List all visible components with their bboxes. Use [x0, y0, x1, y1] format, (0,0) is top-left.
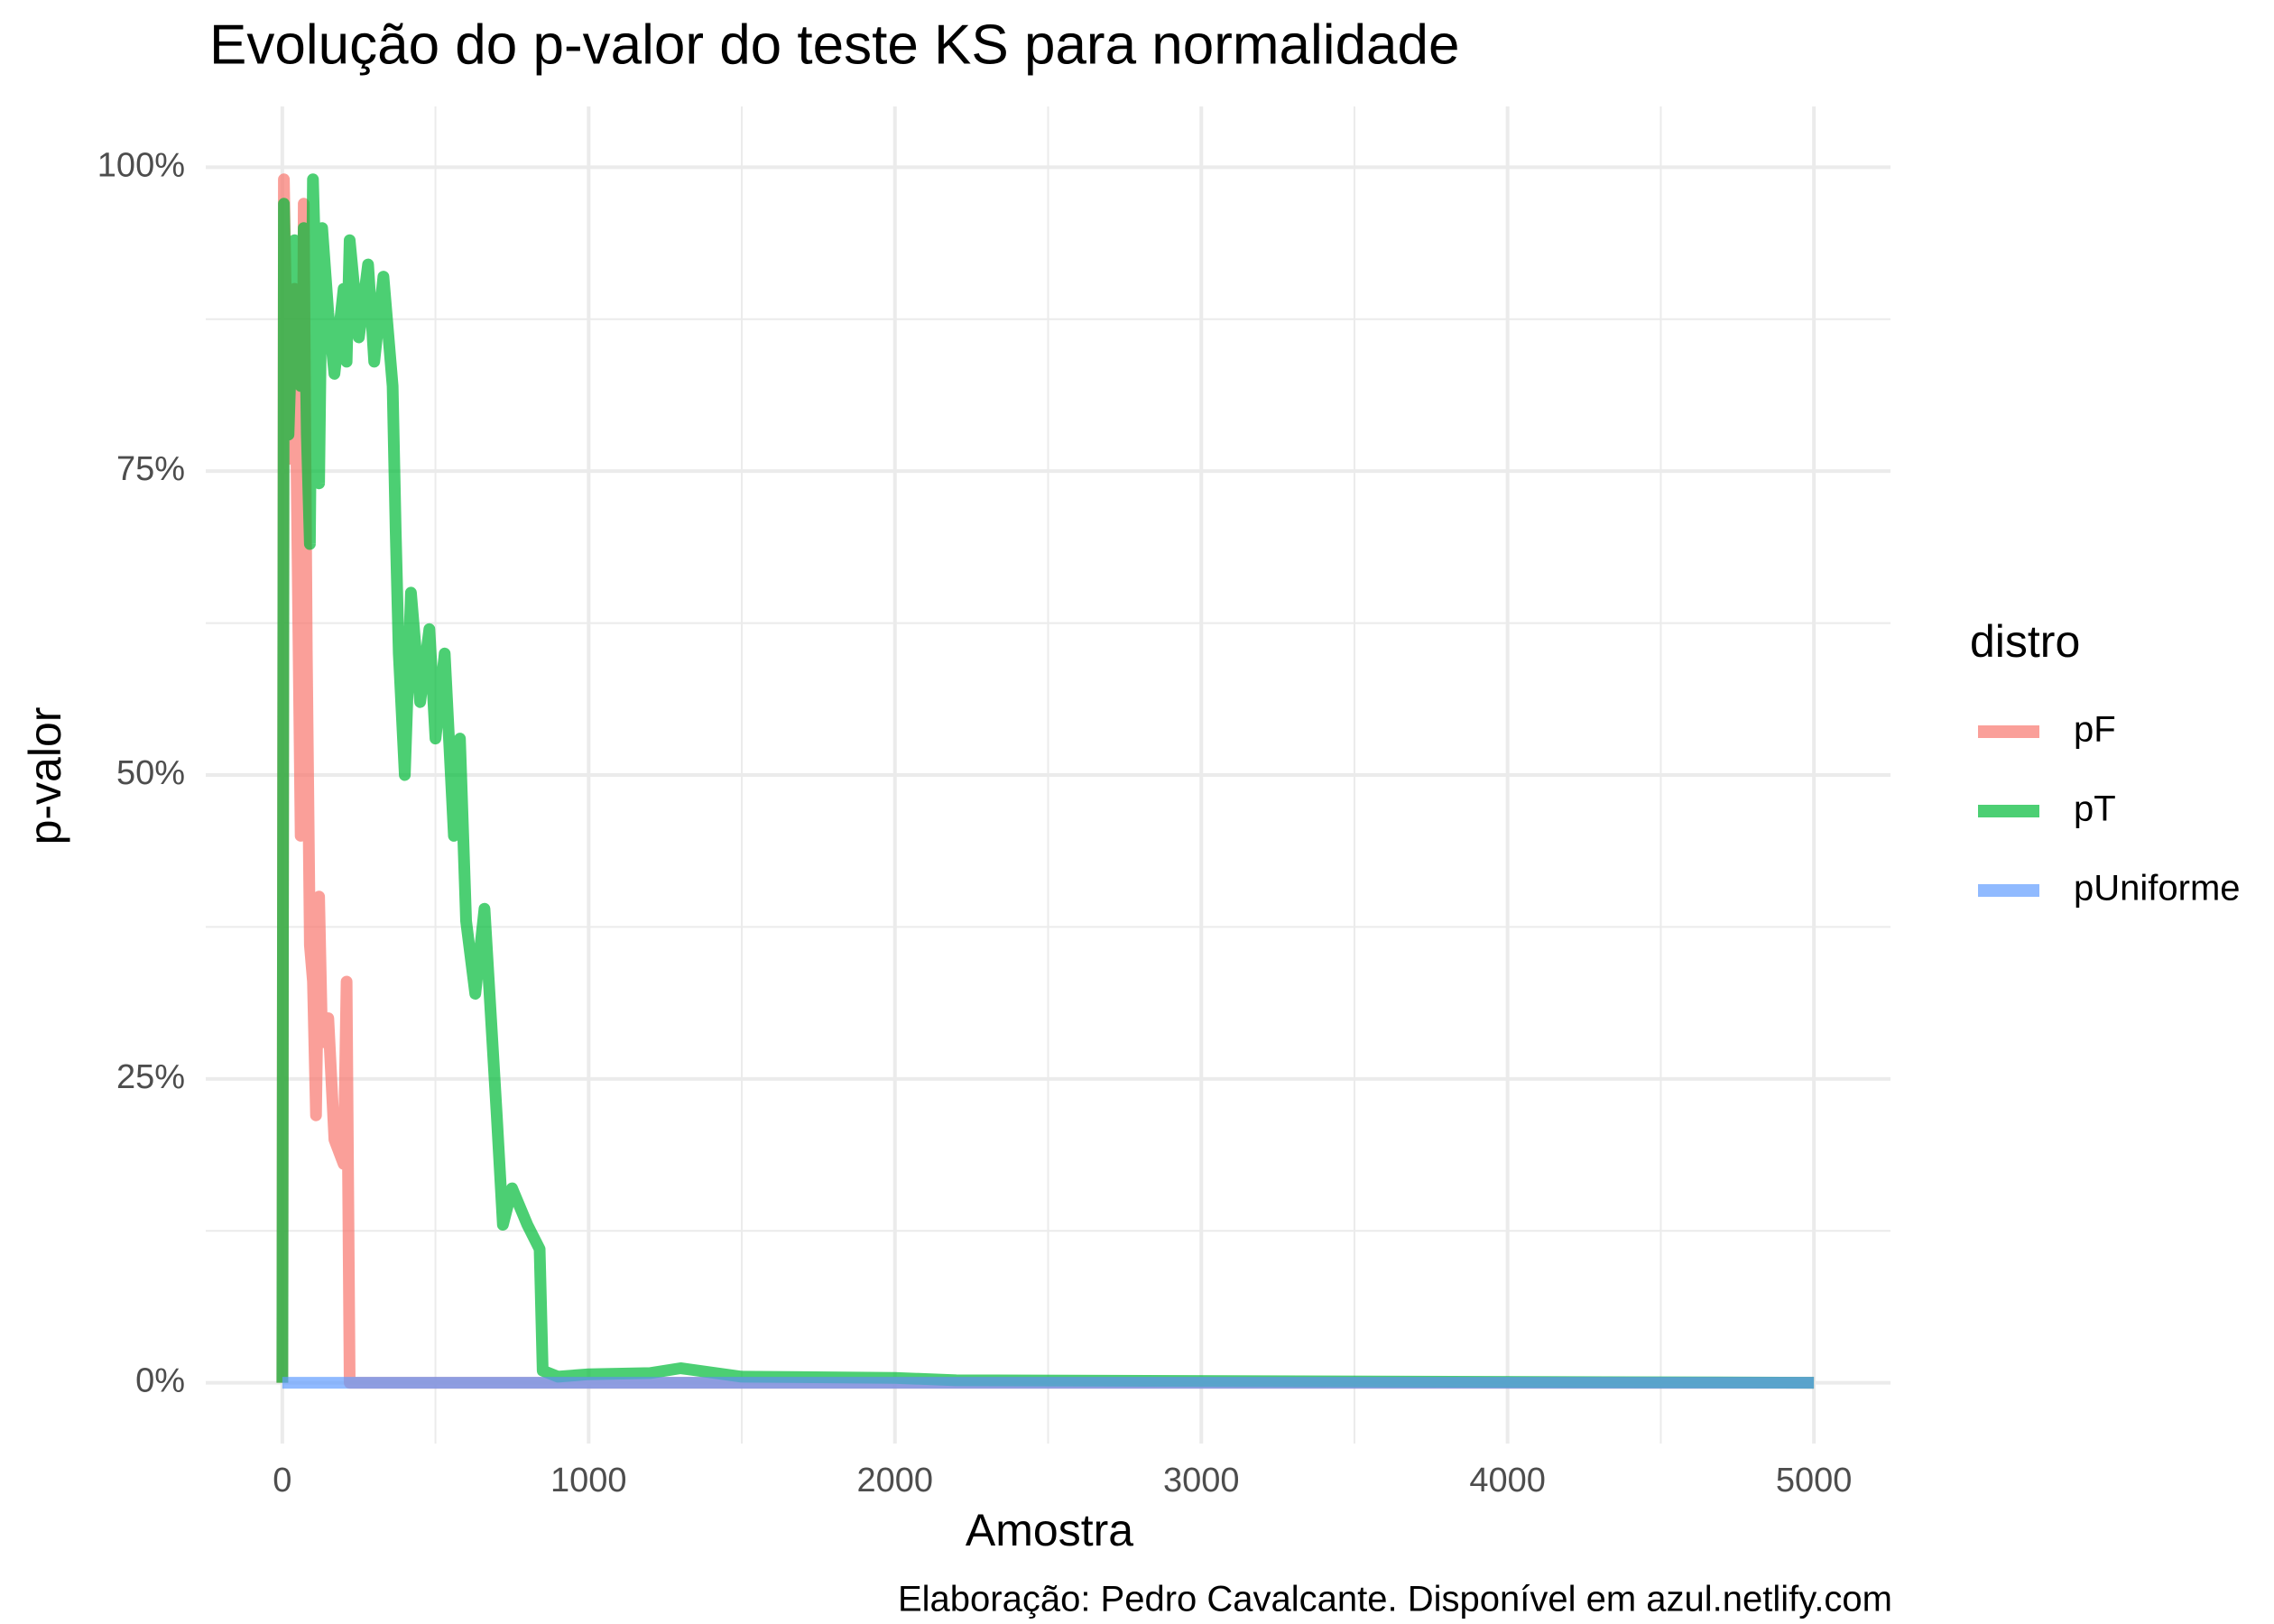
y-tick-label: 0% [135, 1362, 185, 1400]
y-tick-label: 100% [97, 146, 185, 184]
grid [206, 106, 1890, 1444]
chart-title: Evolução do p-valor do teste KS para nor… [209, 14, 1460, 76]
legend: pF pT pUniforme [1978, 710, 2241, 909]
y-axis-title: p-valor [20, 707, 70, 845]
y-tick-label: 75% [116, 450, 185, 488]
lines [276, 173, 1815, 1389]
series-line [276, 173, 1815, 1389]
y-tick-label: 50% [116, 754, 185, 792]
legend-title: distro [1970, 616, 2080, 667]
legend-label: pT [2074, 789, 2116, 829]
x-tick-label: 0 [273, 1462, 291, 1499]
caption: Elaboração: Pedro Cavalcante. Disponível… [898, 1580, 1892, 1619]
y-tick-label: 25% [116, 1058, 185, 1096]
x-tick-label: 4000 [1469, 1462, 1546, 1499]
x-tick-label: 2000 [856, 1462, 933, 1499]
x-tick-label: 1000 [550, 1462, 627, 1499]
x-tick-label: 5000 [1776, 1462, 1853, 1499]
x-axis-title: Amostra [966, 1505, 1133, 1555]
legend-label: pUniforme [2074, 869, 2241, 909]
legend-label: pF [2074, 710, 2116, 750]
x-tick-label: 3000 [1163, 1462, 1240, 1499]
